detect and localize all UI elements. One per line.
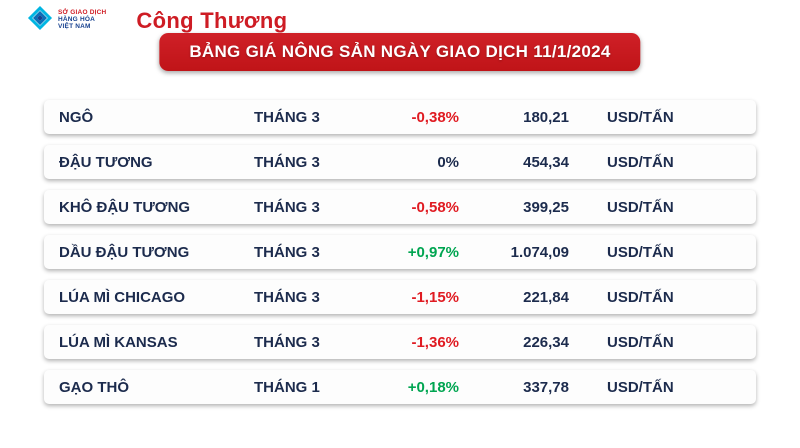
contract-month: THÁNG 1: [254, 378, 320, 396]
commodity-name: ĐẬU TƯƠNG: [59, 153, 153, 171]
contract-month: THÁNG 3: [254, 288, 320, 306]
price-unit: USD/TẤN: [607, 198, 674, 216]
table-row: LÚA MÌ CHICAGO THÁNG 3 -1,15% 221,84 USD…: [44, 280, 756, 314]
mxv-logo: SỞ GIAO DỊCH HÀNG HÓA VIỆT NAM: [26, 4, 106, 32]
price-value: 399,25: [523, 198, 569, 216]
commodity-name: NGÔ: [59, 108, 94, 126]
header: SỞ GIAO DỊCH HÀNG HÓA VIỆT NAM Công Thươ…: [26, 4, 287, 34]
mxv-text-line1: SỞ GIAO DỊCH: [58, 9, 107, 16]
price-unit: USD/TẤN: [607, 108, 674, 126]
table-row: NGÔ THÁNG 3 -0,38% 180,21 USD/TẤN: [44, 100, 756, 134]
price-unit: USD/TẤN: [607, 378, 674, 396]
mxv-text-line2: HÀNG HÓA: [58, 16, 95, 23]
change-percent: 0%: [437, 153, 459, 171]
contract-month: THÁNG 3: [254, 153, 320, 171]
mxv-diamond-icon: [26, 4, 54, 32]
table-row: GẠO THÔ THÁNG 1 +0,18% 337,78 USD/TẤN: [44, 370, 756, 404]
price-value: 221,84: [523, 288, 569, 306]
change-percent: -1,36%: [411, 333, 459, 351]
table-row: ĐẬU TƯƠNG THÁNG 3 0% 454,34 USD/TẤN: [44, 145, 756, 179]
price-unit: USD/TẤN: [607, 288, 674, 306]
change-percent: +0,18%: [407, 378, 459, 396]
page-title: BẢNG GIÁ NÔNG SẢN NGÀY GIAO DỊCH 11/1/20…: [189, 42, 611, 61]
contract-month: THÁNG 3: [254, 198, 320, 216]
price-value: 454,34: [523, 153, 569, 171]
price-table: NGÔ THÁNG 3 -0,38% 180,21 USD/TẤN ĐẬU TƯ…: [44, 100, 756, 404]
change-percent: +0,97%: [407, 243, 459, 261]
commodity-name: KHÔ ĐẬU TƯƠNG: [59, 198, 191, 216]
price-value: 1.074,09: [510, 243, 569, 261]
price-value: 180,21: [523, 108, 569, 126]
change-percent: -0,58%: [411, 198, 459, 216]
price-unit: USD/TẤN: [607, 153, 674, 171]
mxv-logo-text: SỞ GIAO DỊCH HÀNG HÓA VIỆT NAM: [58, 6, 106, 30]
table-row: LÚA MÌ KANSAS THÁNG 3 -1,36% 226,34 USD/…: [44, 325, 756, 359]
price-value: 226,34: [523, 333, 569, 351]
price-unit: USD/TẤN: [607, 333, 674, 351]
table-row: DẦU ĐẬU TƯƠNG THÁNG 3 +0,97% 1.074,09 US…: [44, 235, 756, 269]
price-value: 337,78: [523, 378, 569, 396]
commodity-name: DẦU ĐẬU TƯƠNG: [59, 243, 190, 261]
commodity-name: LÚA MÌ KANSAS: [59, 333, 178, 351]
contract-month: THÁNG 3: [254, 243, 320, 261]
change-percent: -1,15%: [411, 288, 459, 306]
contract-month: THÁNG 3: [254, 333, 320, 351]
table-row: KHÔ ĐẬU TƯƠNG THÁNG 3 -0,58% 399,25 USD/…: [44, 190, 756, 224]
commodity-name: GẠO THÔ: [59, 378, 129, 396]
price-unit: USD/TẤN: [607, 243, 674, 261]
congthuong-logo: Công Thương: [136, 8, 288, 33]
commodity-name: LÚA MÌ CHICAGO: [59, 288, 186, 306]
mxv-text-line3: VIỆT NAM: [58, 23, 91, 30]
change-percent: -0,38%: [411, 108, 459, 126]
contract-month: THÁNG 3: [254, 108, 320, 126]
title-banner: BẢNG GIÁ NÔNG SẢN NGÀY GIAO DỊCH 11/1/20…: [159, 33, 641, 71]
